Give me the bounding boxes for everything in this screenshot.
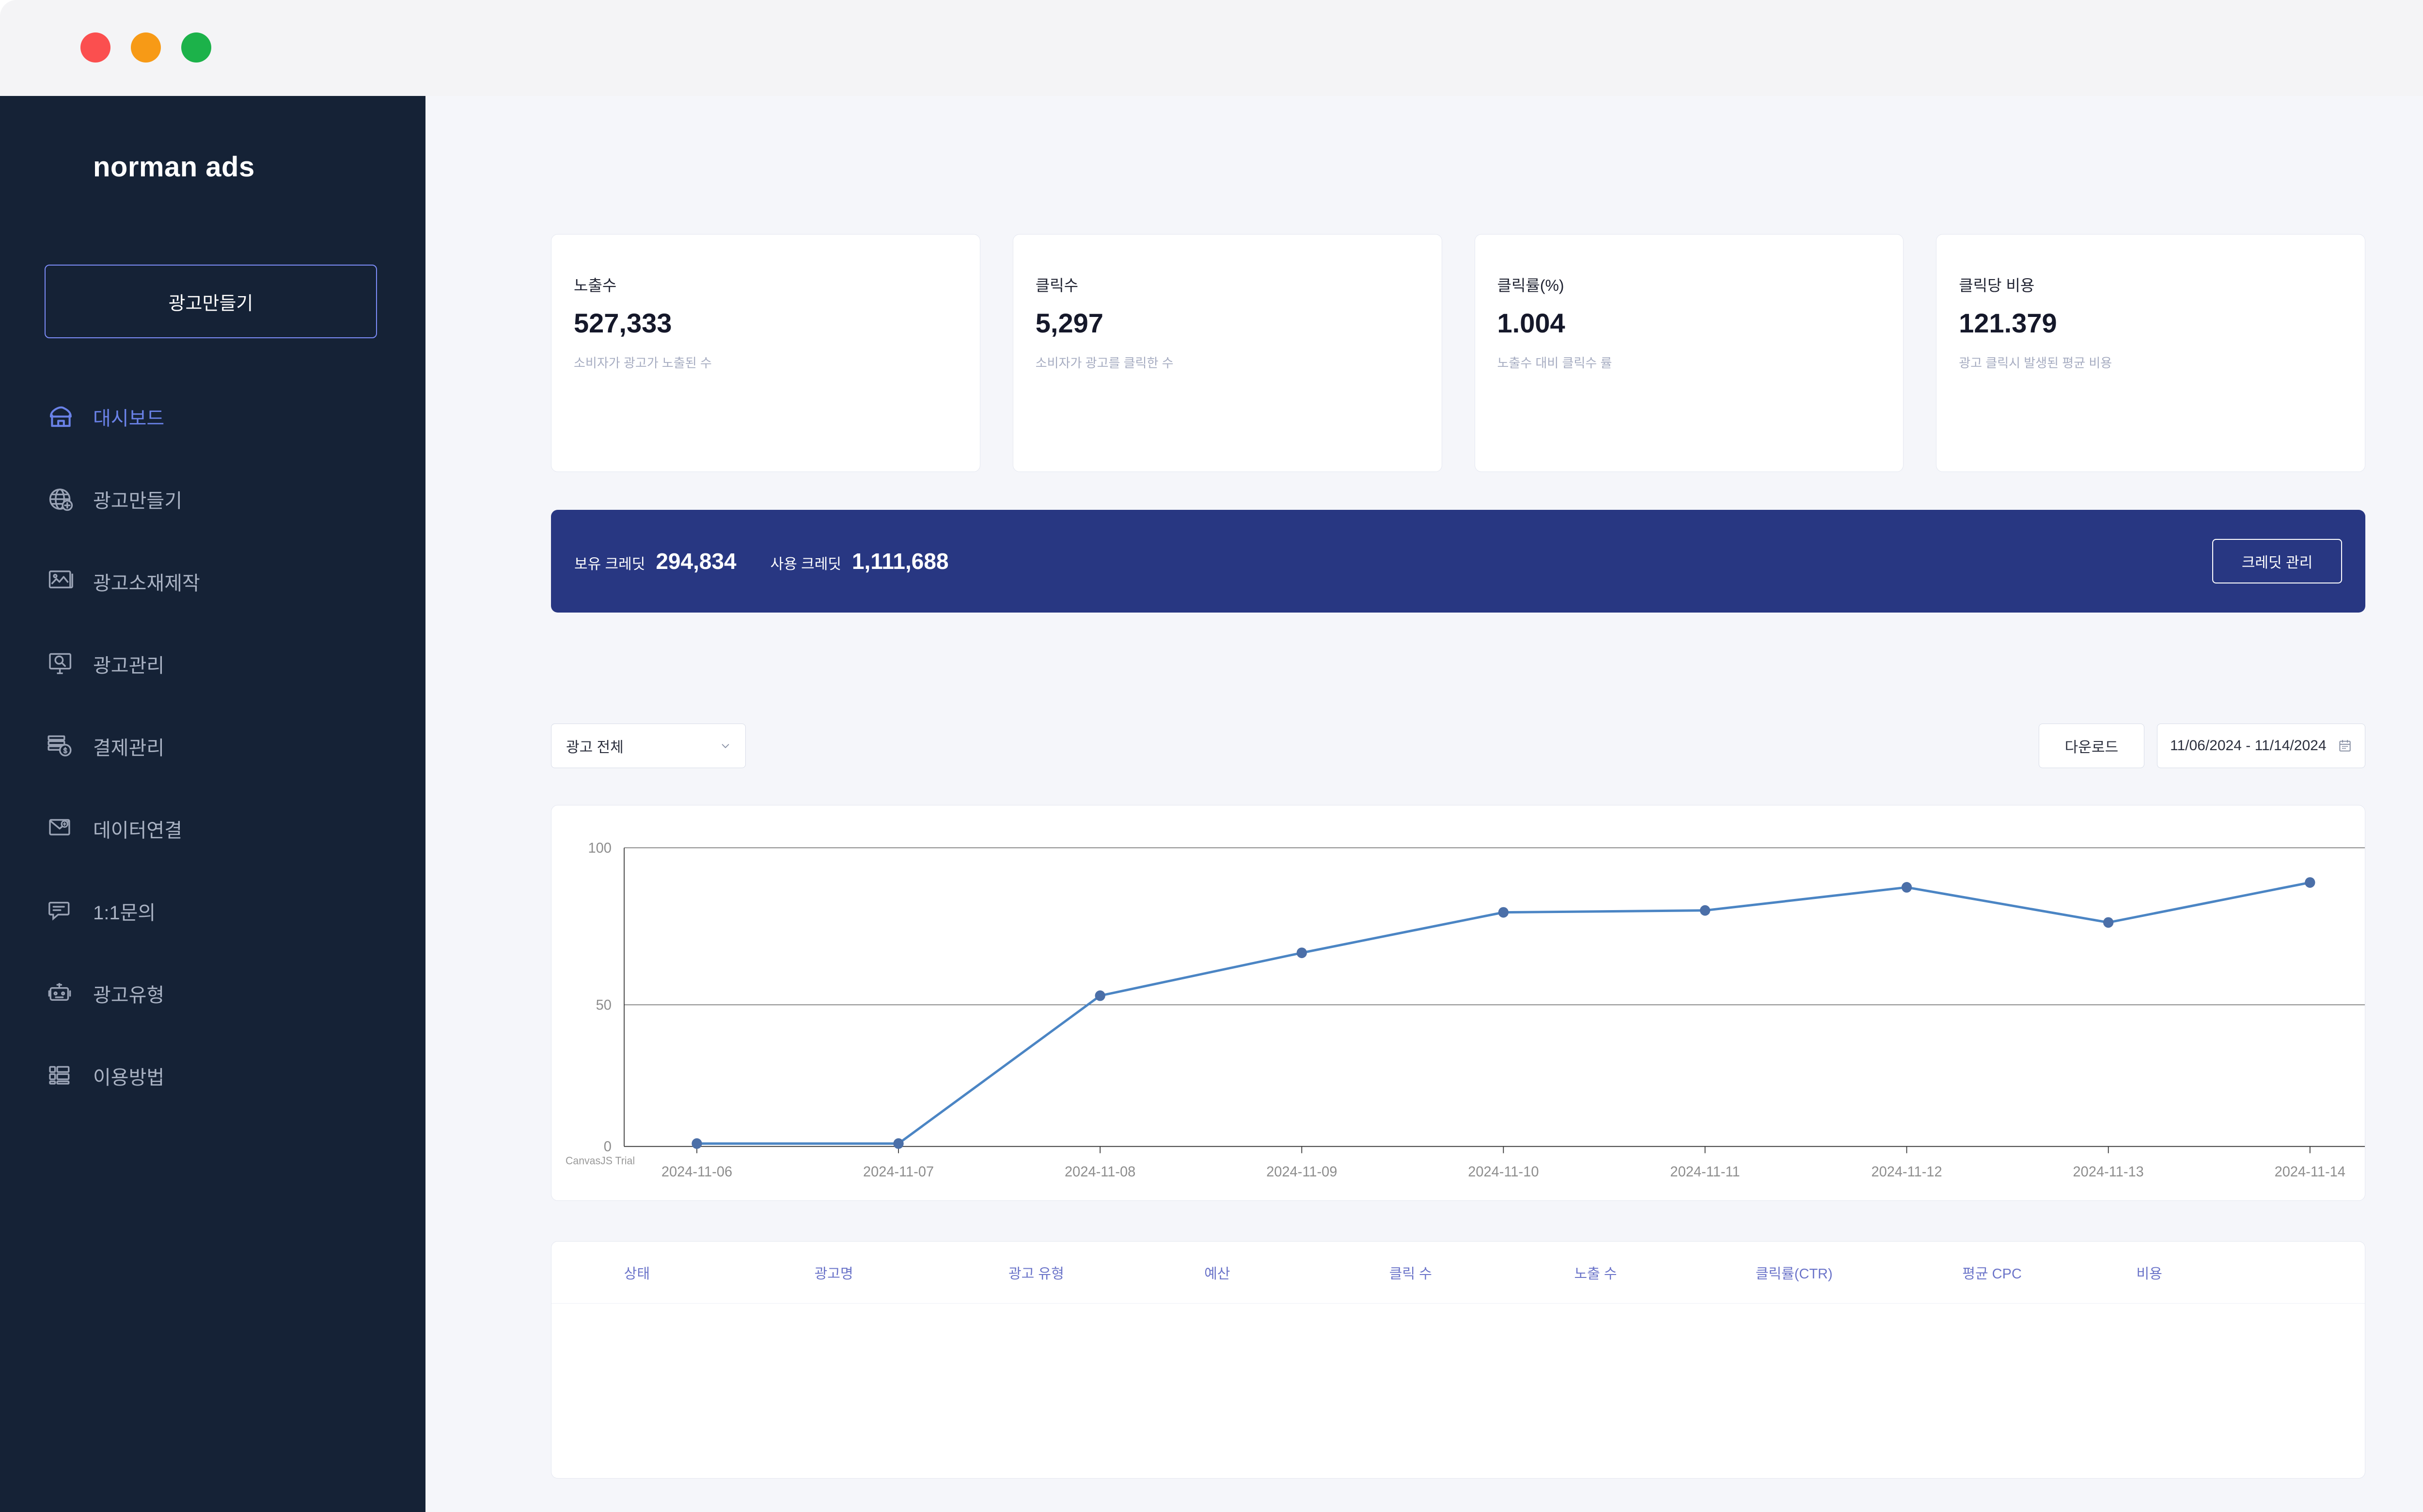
svg-text:2024-11-07: 2024-11-07 xyxy=(863,1164,934,1180)
svg-text:2024-11-13: 2024-11-13 xyxy=(2073,1164,2144,1180)
svg-text:2024-11-12: 2024-11-12 xyxy=(1871,1164,1942,1180)
svg-text:2024-11-10: 2024-11-10 xyxy=(1468,1164,1539,1180)
svg-text:2024-11-08: 2024-11-08 xyxy=(1065,1164,1135,1180)
svg-text:2024-11-09: 2024-11-09 xyxy=(1266,1164,1337,1180)
svg-text:100: 100 xyxy=(588,840,611,856)
svg-text:50: 50 xyxy=(596,997,612,1013)
svg-text:CanvasJS Trial: CanvasJS Trial xyxy=(566,1154,635,1166)
svg-text:2024-11-14: 2024-11-14 xyxy=(2275,1164,2345,1180)
svg-text:0: 0 xyxy=(604,1138,612,1154)
svg-text:2024-11-11: 2024-11-11 xyxy=(1670,1164,1740,1180)
svg-text:2024-11-06: 2024-11-06 xyxy=(661,1164,732,1180)
